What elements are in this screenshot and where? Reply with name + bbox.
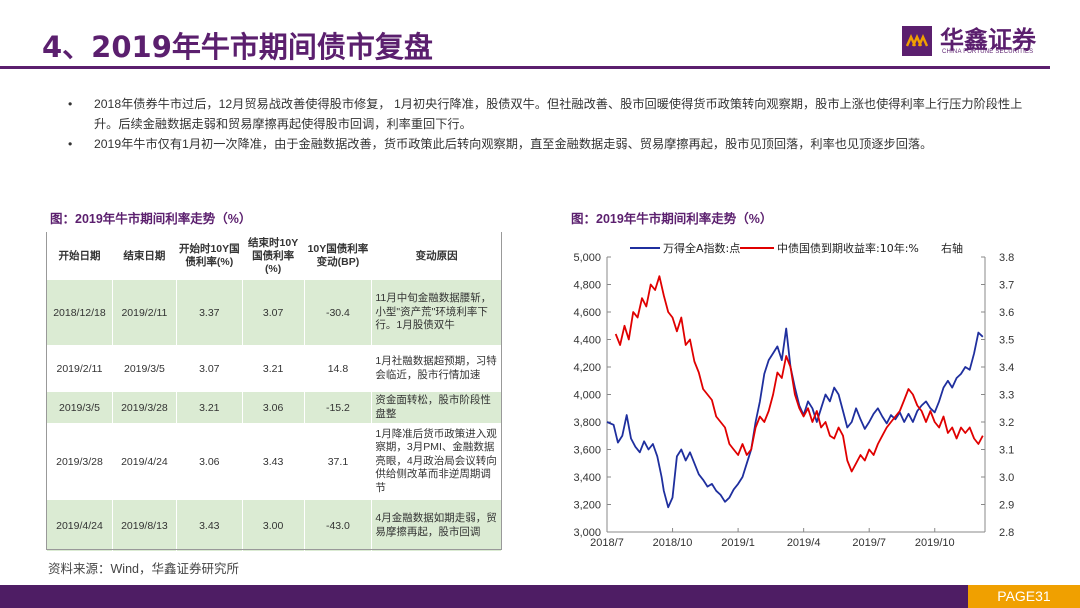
right-tick-label: 3.5: [999, 335, 1014, 347]
x-tick-label: 2018/7: [590, 537, 624, 549]
wind-a-index-line: [606, 327, 984, 509]
legend-right-axis-note: 右轴: [941, 241, 963, 255]
x-tick-label: 2019/4: [787, 537, 821, 549]
table-row: 2019/3/28 2019/4/24 3.06 3.43 37.1 1月降准后…: [46, 423, 502, 500]
right-tick-label: 3.0: [999, 472, 1014, 484]
change-cell: -15.2: [303, 391, 373, 424]
column-header: 开始日期: [46, 232, 113, 280]
column-header: 10Y国债利率变动(BP): [303, 232, 373, 280]
end-date-cell: 2019/8/13: [111, 499, 177, 552]
right-tick-label: 3.2: [999, 417, 1014, 429]
start-date-cell: 2019/3/5: [46, 391, 113, 424]
source-note: 资料来源：Wind，华鑫证券研究所: [48, 562, 239, 576]
right-tick-label: 2.9: [999, 500, 1014, 512]
start-date-cell: 2018/12/18: [46, 279, 113, 346]
bond-10y-yield-line: [614, 275, 984, 473]
x-tick-label: 2019/7: [852, 537, 886, 549]
left-tick-label: 3,600: [573, 445, 601, 457]
right-tick-label: 3.3: [999, 390, 1014, 402]
left-tick-label: 4,800: [573, 280, 601, 292]
right-tick-label: 3.7: [999, 280, 1014, 292]
right-tick-label: 2.8: [999, 527, 1014, 539]
right-tick-label: 3.1: [999, 445, 1014, 457]
end-date-cell: 2019/3/28: [111, 391, 177, 424]
bullet-dot-icon: •: [68, 137, 73, 151]
reason-cell: 资金面转松，股市阶段性盘整: [371, 391, 502, 424]
left-tick-label: 4,400: [573, 335, 601, 347]
logo-chinese-name: 华鑫证券: [940, 26, 1036, 54]
reason-cell: 1月降准后货币政策进入观察期，3月PMI、金融数据亮眼，4月政治局会议转向供给侧…: [371, 423, 502, 500]
summary-bullets: • 2018年债券牛市过后，12月贸易战改善使得股市修复， 1月初央行降准，股债…: [60, 94, 1040, 154]
column-header: 结束日期: [111, 232, 177, 280]
end-rate-cell: 3.00: [241, 499, 305, 552]
logo-icon: [902, 26, 932, 56]
header-divider: [0, 66, 1050, 69]
x-tick-label: 2019/10: [915, 537, 955, 549]
left-tick-label: 4,000: [573, 390, 601, 402]
start-date-cell: 2019/2/11: [46, 345, 113, 392]
left-tick-label: 3,000: [573, 527, 601, 539]
right-tick-label: 3.6: [999, 307, 1014, 319]
logo-english-name: CHINA FORTUNE SECURITIES: [942, 49, 1034, 55]
end-date-cell: 2019/4/24: [111, 423, 177, 500]
left-tick-label: 3,800: [573, 417, 601, 429]
change-cell: -30.4: [303, 279, 373, 346]
table-row: 2019/4/24 2019/8/13 3.43 3.00 -43.0 4月金融…: [46, 499, 502, 552]
reason-cell: 11月中旬金融数据腰斩，小型"资产荒"环境利率下行。1月股债双牛: [371, 279, 502, 346]
page-number: PAGE31: [968, 585, 1080, 608]
table-figure-title: 图：2019年牛市期间利率走势（%）: [50, 212, 252, 226]
start-rate-cell: 3.21: [175, 391, 243, 424]
end-rate-cell: 3.43: [241, 423, 305, 500]
rate-change-table: 开始日期 结束日期 开始时10Y国债利率(%) 结束时10Y国债利率(%) 10…: [46, 232, 502, 552]
start-date-cell: 2019/4/24: [46, 499, 113, 552]
reason-cell: 1月社融数据超预期，习特会临近，股市行情加速: [371, 345, 502, 392]
column-header: 变动原因: [371, 232, 502, 280]
end-date-cell: 2019/2/11: [111, 279, 177, 346]
left-tick-label: 4,600: [573, 307, 601, 319]
company-logo: 华鑫证券 CHINA FORTUNE SECURITIES: [902, 20, 1052, 60]
end-date-cell: 2019/3/5: [111, 345, 177, 392]
table-row: 2019/3/5 2019/3/28 3.21 3.06 -15.2 资金面转松…: [46, 391, 502, 424]
x-tick-label: 2019/1: [721, 537, 755, 549]
x-tick-label: 2018/10: [653, 537, 693, 549]
start-rate-cell: 3.07: [175, 345, 243, 392]
footer-bar: [0, 585, 1080, 608]
bullet-item: • 2019年牛市仅有1月初一次降准，由于金融数据改善，货币政策此后转向观察期，…: [60, 134, 1040, 154]
left-tick-label: 3,400: [573, 472, 601, 484]
table-row: 2019/2/11 2019/3/5 3.07 3.21 14.8 1月社融数据…: [46, 345, 502, 392]
bullet-dot-icon: •: [68, 97, 73, 111]
change-cell: 37.1: [303, 423, 373, 500]
table-header-row: 开始日期 结束日期 开始时10Y国债利率(%) 结束时10Y国债利率(%) 10…: [46, 232, 502, 280]
end-rate-cell: 3.06: [241, 391, 305, 424]
change-cell: -43.0: [303, 499, 373, 552]
left-tick-label: 5,000: [573, 252, 601, 264]
end-rate-cell: 3.07: [241, 279, 305, 346]
bullet-text: 2018年债券牛市过后，12月贸易战改善使得股市修复， 1月初央行降准，股债双牛…: [94, 97, 1023, 131]
page-title: 4、2019年牛市期间债市复盘: [42, 30, 433, 64]
start-rate-cell: 3.43: [175, 499, 243, 552]
chart-figure-title: 图：2019年牛市期间利率走势（%）: [571, 212, 773, 226]
left-tick-label: 4,200: [573, 362, 601, 374]
right-tick-label: 3.8: [999, 252, 1014, 264]
table-row: 2018/12/18 2019/2/11 3.37 3.07 -30.4 11月…: [46, 279, 502, 346]
start-rate-cell: 3.37: [175, 279, 243, 346]
legend-label-bond: 中债国债到期收益率:10年:%: [777, 241, 919, 255]
start-rate-cell: 3.06: [175, 423, 243, 500]
bullet-text: 2019年牛市仅有1月初一次降准，由于金融数据改善，货币政策此后转向观察期，直至…: [94, 137, 933, 151]
rate-index-chart: 3,000 3,200 3,400 3,600 3,800 4,000 4,200 4,400…: [573, 241, 1014, 549]
legend-label-wind-a: 万得全A指数:点: [663, 241, 740, 255]
change-cell: 14.8: [303, 345, 373, 392]
end-rate-cell: 3.21: [241, 345, 305, 392]
left-tick-label: 3,200: [573, 500, 601, 512]
column-header: 开始时10Y国债利率(%): [175, 232, 243, 280]
start-date-cell: 2019/3/28: [46, 423, 113, 500]
right-tick-label: 3.4: [999, 362, 1014, 374]
reason-cell: 4月金融数据如期走弱，贸易摩擦再起，股市回调: [371, 499, 502, 552]
bullet-item: • 2018年债券牛市过后，12月贸易战改善使得股市修复， 1月初央行降准，股债…: [60, 94, 1040, 134]
column-header: 结束时10Y国债利率(%): [241, 232, 305, 280]
